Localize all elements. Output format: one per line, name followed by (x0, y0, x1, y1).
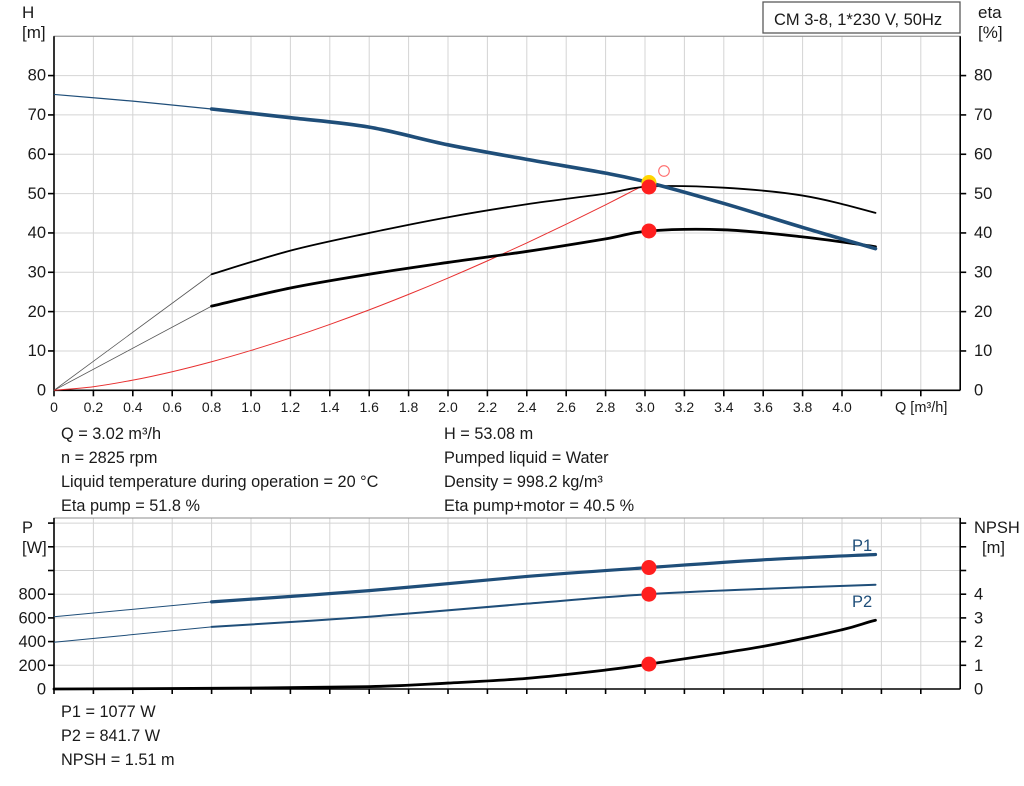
svg-text:Eta pump = 51.8 %: Eta pump = 51.8 % (61, 497, 200, 515)
svg-text:1.6: 1.6 (359, 399, 379, 415)
svg-text:P1: P1 (852, 537, 872, 555)
svg-text:Liquid temperature during oper: Liquid temperature during operation = 20… (61, 473, 379, 491)
svg-text:Q = 3.02 m³/h: Q = 3.02 m³/h (61, 425, 161, 443)
svg-text:60: 60 (28, 145, 46, 163)
svg-text:4.0: 4.0 (832, 399, 852, 415)
svg-text:20: 20 (974, 303, 992, 321)
svg-text:1: 1 (974, 657, 983, 675)
svg-text:40: 40 (974, 224, 992, 242)
svg-text:30: 30 (974, 264, 992, 282)
svg-text:NPSH: NPSH (974, 519, 1020, 537)
svg-text:eta: eta (978, 3, 1002, 22)
svg-text:20: 20 (28, 303, 46, 321)
svg-text:10: 10 (974, 342, 992, 360)
svg-text:P1 = 1077 W: P1 = 1077 W (61, 703, 156, 721)
svg-text:2: 2 (974, 633, 983, 651)
svg-text:Eta pump+motor = 40.5 %: Eta pump+motor = 40.5 % (444, 497, 634, 515)
svg-text:3: 3 (974, 609, 983, 627)
svg-text:3.6: 3.6 (753, 399, 773, 415)
svg-text:0: 0 (50, 399, 58, 415)
svg-text:200: 200 (18, 657, 46, 675)
svg-text:80: 80 (28, 67, 46, 85)
svg-text:0.6: 0.6 (162, 399, 182, 415)
svg-text:Q [m³/h]: Q [m³/h] (895, 400, 947, 416)
svg-text:30: 30 (28, 264, 46, 282)
svg-text:[m]: [m] (22, 23, 46, 42)
svg-text:3.0: 3.0 (635, 399, 655, 415)
svg-text:800: 800 (18, 586, 46, 604)
svg-text:0.8: 0.8 (202, 399, 222, 415)
svg-text:0: 0 (37, 681, 46, 699)
svg-text:CM 3-8, 1*230 V, 50Hz: CM 3-8, 1*230 V, 50Hz (774, 11, 942, 29)
svg-text:[%]: [%] (978, 23, 1003, 42)
svg-text:50: 50 (974, 185, 992, 203)
svg-text:3.8: 3.8 (793, 399, 813, 415)
svg-text:0: 0 (37, 382, 46, 400)
svg-text:60: 60 (974, 145, 992, 163)
svg-text:50: 50 (28, 185, 46, 203)
svg-text:2.0: 2.0 (438, 399, 458, 415)
svg-text:2.6: 2.6 (556, 399, 576, 415)
svg-text:2.4: 2.4 (517, 399, 537, 415)
svg-text:H = 53.08 m: H = 53.08 m (444, 425, 533, 443)
svg-text:70: 70 (28, 106, 46, 124)
svg-text:Pumped liquid = Water: Pumped liquid = Water (444, 449, 609, 467)
svg-text:10: 10 (28, 342, 46, 360)
svg-text:1.2: 1.2 (281, 399, 301, 415)
svg-text:P: P (22, 519, 33, 537)
svg-text:0: 0 (974, 382, 983, 400)
svg-text:Density = 998.2 kg/m³: Density = 998.2 kg/m³ (444, 473, 603, 491)
svg-text:3.4: 3.4 (714, 399, 734, 415)
svg-text:H: H (22, 3, 34, 22)
svg-text:0.4: 0.4 (123, 399, 143, 415)
svg-text:600: 600 (18, 609, 46, 627)
svg-text:1.8: 1.8 (399, 399, 419, 415)
svg-text:n = 2825 rpm: n = 2825 rpm (61, 449, 157, 467)
svg-text:0.2: 0.2 (84, 399, 104, 415)
svg-text:4: 4 (974, 586, 983, 604)
svg-text:[W]: [W] (22, 539, 47, 557)
svg-text:P2: P2 (852, 593, 872, 611)
svg-text:80: 80 (974, 67, 992, 85)
svg-text:3.2: 3.2 (675, 399, 695, 415)
svg-text:1.0: 1.0 (241, 399, 261, 415)
svg-text:NPSH = 1.51 m: NPSH = 1.51 m (61, 751, 175, 769)
svg-text:400: 400 (18, 633, 46, 651)
svg-text:1.4: 1.4 (320, 399, 340, 415)
svg-text:2.8: 2.8 (596, 399, 616, 415)
svg-text:40: 40 (28, 224, 46, 242)
svg-text:[m]: [m] (982, 539, 1005, 557)
svg-text:2.2: 2.2 (478, 399, 498, 415)
svg-text:P2 = 841.7 W: P2 = 841.7 W (61, 727, 161, 745)
svg-text:0: 0 (974, 681, 983, 699)
svg-text:70: 70 (974, 106, 992, 124)
